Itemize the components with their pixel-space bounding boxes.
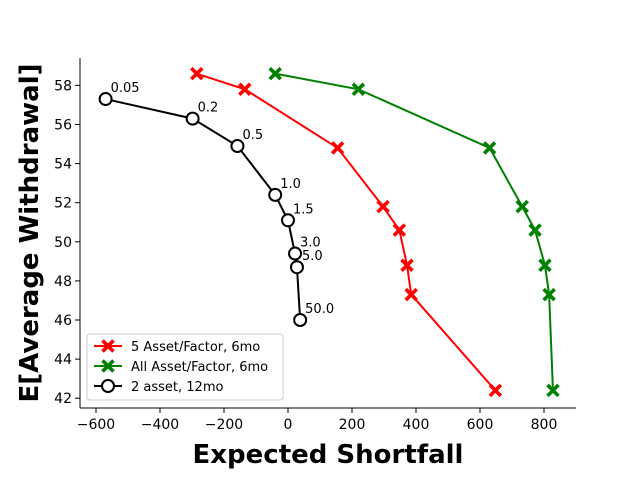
data-point — [268, 187, 283, 202]
data-point — [404, 287, 418, 302]
point-labels: 0.05 0.2 0.5 1.0 1.5 3.05.0 50.0 — [111, 81, 335, 317]
y-tick-label: 58 — [54, 78, 72, 94]
point-label: 3.0 — [300, 236, 321, 251]
point-label: 1.0 — [280, 177, 301, 192]
series-line — [105, 98, 302, 321]
x-tick-label: −200 — [205, 417, 243, 433]
y-tick-label: 54 — [54, 157, 72, 173]
data-point — [528, 223, 542, 237]
data-point — [400, 258, 414, 273]
y-axis-title: E[Average Withdrawal] — [15, 64, 45, 403]
point-label: 0.5 — [242, 128, 263, 143]
x-tick-label: −600 — [77, 417, 115, 433]
x-ticks: −600 −400 −200 0 200 400 600 800 — [77, 408, 558, 433]
axes — [79, 58, 576, 409]
y-tick-label: 46 — [54, 313, 72, 329]
x-tick-label: 400 — [403, 417, 430, 433]
x-tick-label: 800 — [531, 417, 558, 433]
data-point — [376, 199, 390, 214]
series-5-asset-factor-6mo — [190, 66, 503, 398]
data-point — [268, 66, 282, 81]
legend-entry: 5 Asset/Factor, 6mo — [94, 339, 260, 355]
legend-marker — [101, 339, 115, 353]
y-tick-label: 50 — [54, 235, 72, 251]
data-point — [542, 287, 556, 302]
legend-entry: All Asset/Factor, 6mo — [94, 359, 268, 375]
series-all-asset-factor-6mo — [268, 66, 560, 398]
point-label: 5.0 — [302, 249, 323, 264]
data-point — [190, 66, 204, 81]
y-ticks: 42 44 46 48 50 52 54 56 58 — [54, 78, 80, 407]
x-tick-label: 0 — [284, 417, 293, 433]
legend-label: 5 Asset/Factor, 6mo — [131, 340, 260, 355]
point-label: 1.5 — [293, 202, 314, 217]
data-point — [238, 82, 252, 97]
legend-marker — [101, 379, 115, 393]
data-point — [230, 138, 245, 153]
data-point — [515, 199, 529, 214]
x-tick-label: −400 — [141, 417, 179, 433]
legend-box — [86, 333, 284, 401]
series-2-asset-12mo — [98, 92, 308, 328]
data-point — [98, 92, 113, 107]
series-layer — [98, 66, 560, 398]
data-point — [330, 141, 345, 155]
data-point — [488, 383, 503, 398]
y-tick-label: 56 — [54, 117, 72, 133]
data-point — [538, 258, 552, 273]
data-point — [351, 82, 366, 97]
legend-marker — [101, 359, 115, 373]
y-tick-label: 48 — [54, 274, 72, 290]
data-point — [288, 246, 303, 261]
legend-label: 2 asset, 12mo — [131, 380, 223, 395]
point-label: 0.2 — [198, 101, 219, 116]
legend-label: All Asset/Factor, 6mo — [131, 360, 268, 375]
x-tick-label: 200 — [339, 417, 366, 433]
data-point — [185, 111, 200, 126]
data-point — [546, 383, 560, 398]
y-tick-label: 42 — [54, 391, 72, 407]
y-tick-label: 44 — [54, 352, 72, 368]
y-tick-label: 52 — [54, 196, 72, 212]
point-label: 0.05 — [111, 81, 140, 96]
legend: 5 Asset/Factor, 6mo All Asset/Factor, 6mo… — [86, 333, 284, 401]
data-point — [289, 260, 304, 275]
data-point — [293, 313, 308, 328]
data-point — [392, 223, 407, 237]
legend-entry: 2 asset, 12mo — [94, 379, 223, 395]
x-tick-label: 600 — [467, 417, 494, 433]
data-point — [281, 213, 295, 228]
x-axis-title: Expected Shortfall — [193, 440, 464, 470]
series-line — [275, 72, 554, 391]
data-point — [482, 141, 497, 155]
series-line — [196, 72, 497, 392]
point-label: 50.0 — [305, 302, 334, 317]
